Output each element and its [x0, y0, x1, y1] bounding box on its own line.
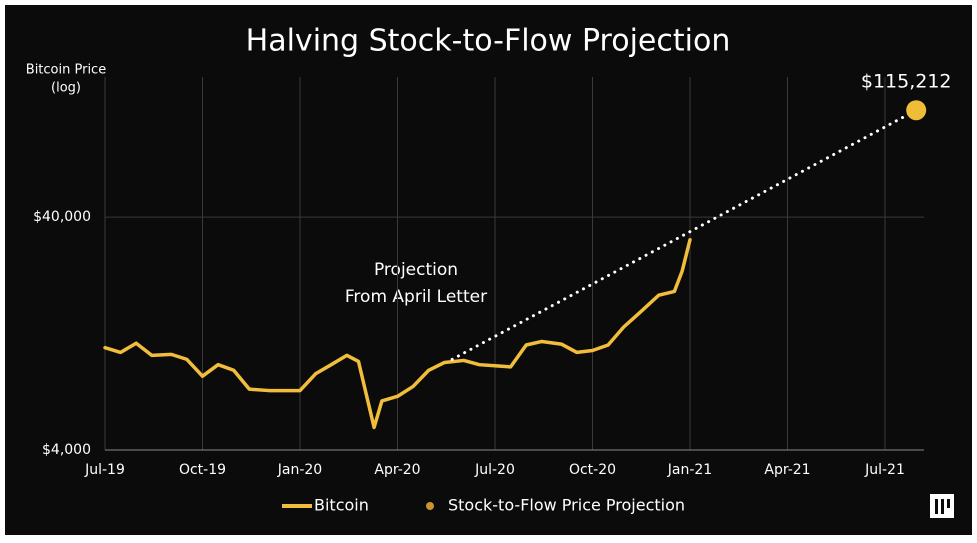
annotation: Projection — [374, 260, 458, 280]
x-tick-label: Jul-20 — [474, 462, 515, 478]
x-tick-label: Jul-19 — [84, 462, 125, 478]
series-line — [450, 108, 918, 361]
x-tick-label: Jul-21 — [864, 462, 905, 478]
y-axis-label: Bitcoin Price — [26, 63, 106, 78]
series-line — [103, 237, 692, 430]
y-tick-label: $4,000 — [42, 442, 91, 458]
legend-label: Stock-to-Flow Price Projection — [448, 496, 685, 515]
x-tick-label: Apr-21 — [764, 462, 810, 478]
legend-label: Bitcoin — [314, 496, 369, 515]
legend-swatch — [426, 502, 434, 510]
data-label: $115,212 — [861, 71, 952, 93]
panel — [5, 5, 972, 535]
x-tick-label: Apr-20 — [374, 462, 420, 478]
x-tick-label: Oct-19 — [179, 462, 226, 478]
x-tick-label: Oct-20 — [569, 462, 616, 478]
chart-title: Halving Stock-to-Flow Projection — [246, 24, 731, 59]
y-axis-label: (log) — [51, 81, 81, 96]
x-tick-label: Jan-21 — [667, 462, 712, 478]
logo — [930, 494, 954, 518]
y-tick-label: $40,000 — [33, 209, 91, 225]
projection-point — [906, 100, 927, 121]
x-tick-label: Jan-20 — [277, 462, 322, 478]
annotation: From April Letter — [345, 287, 487, 307]
